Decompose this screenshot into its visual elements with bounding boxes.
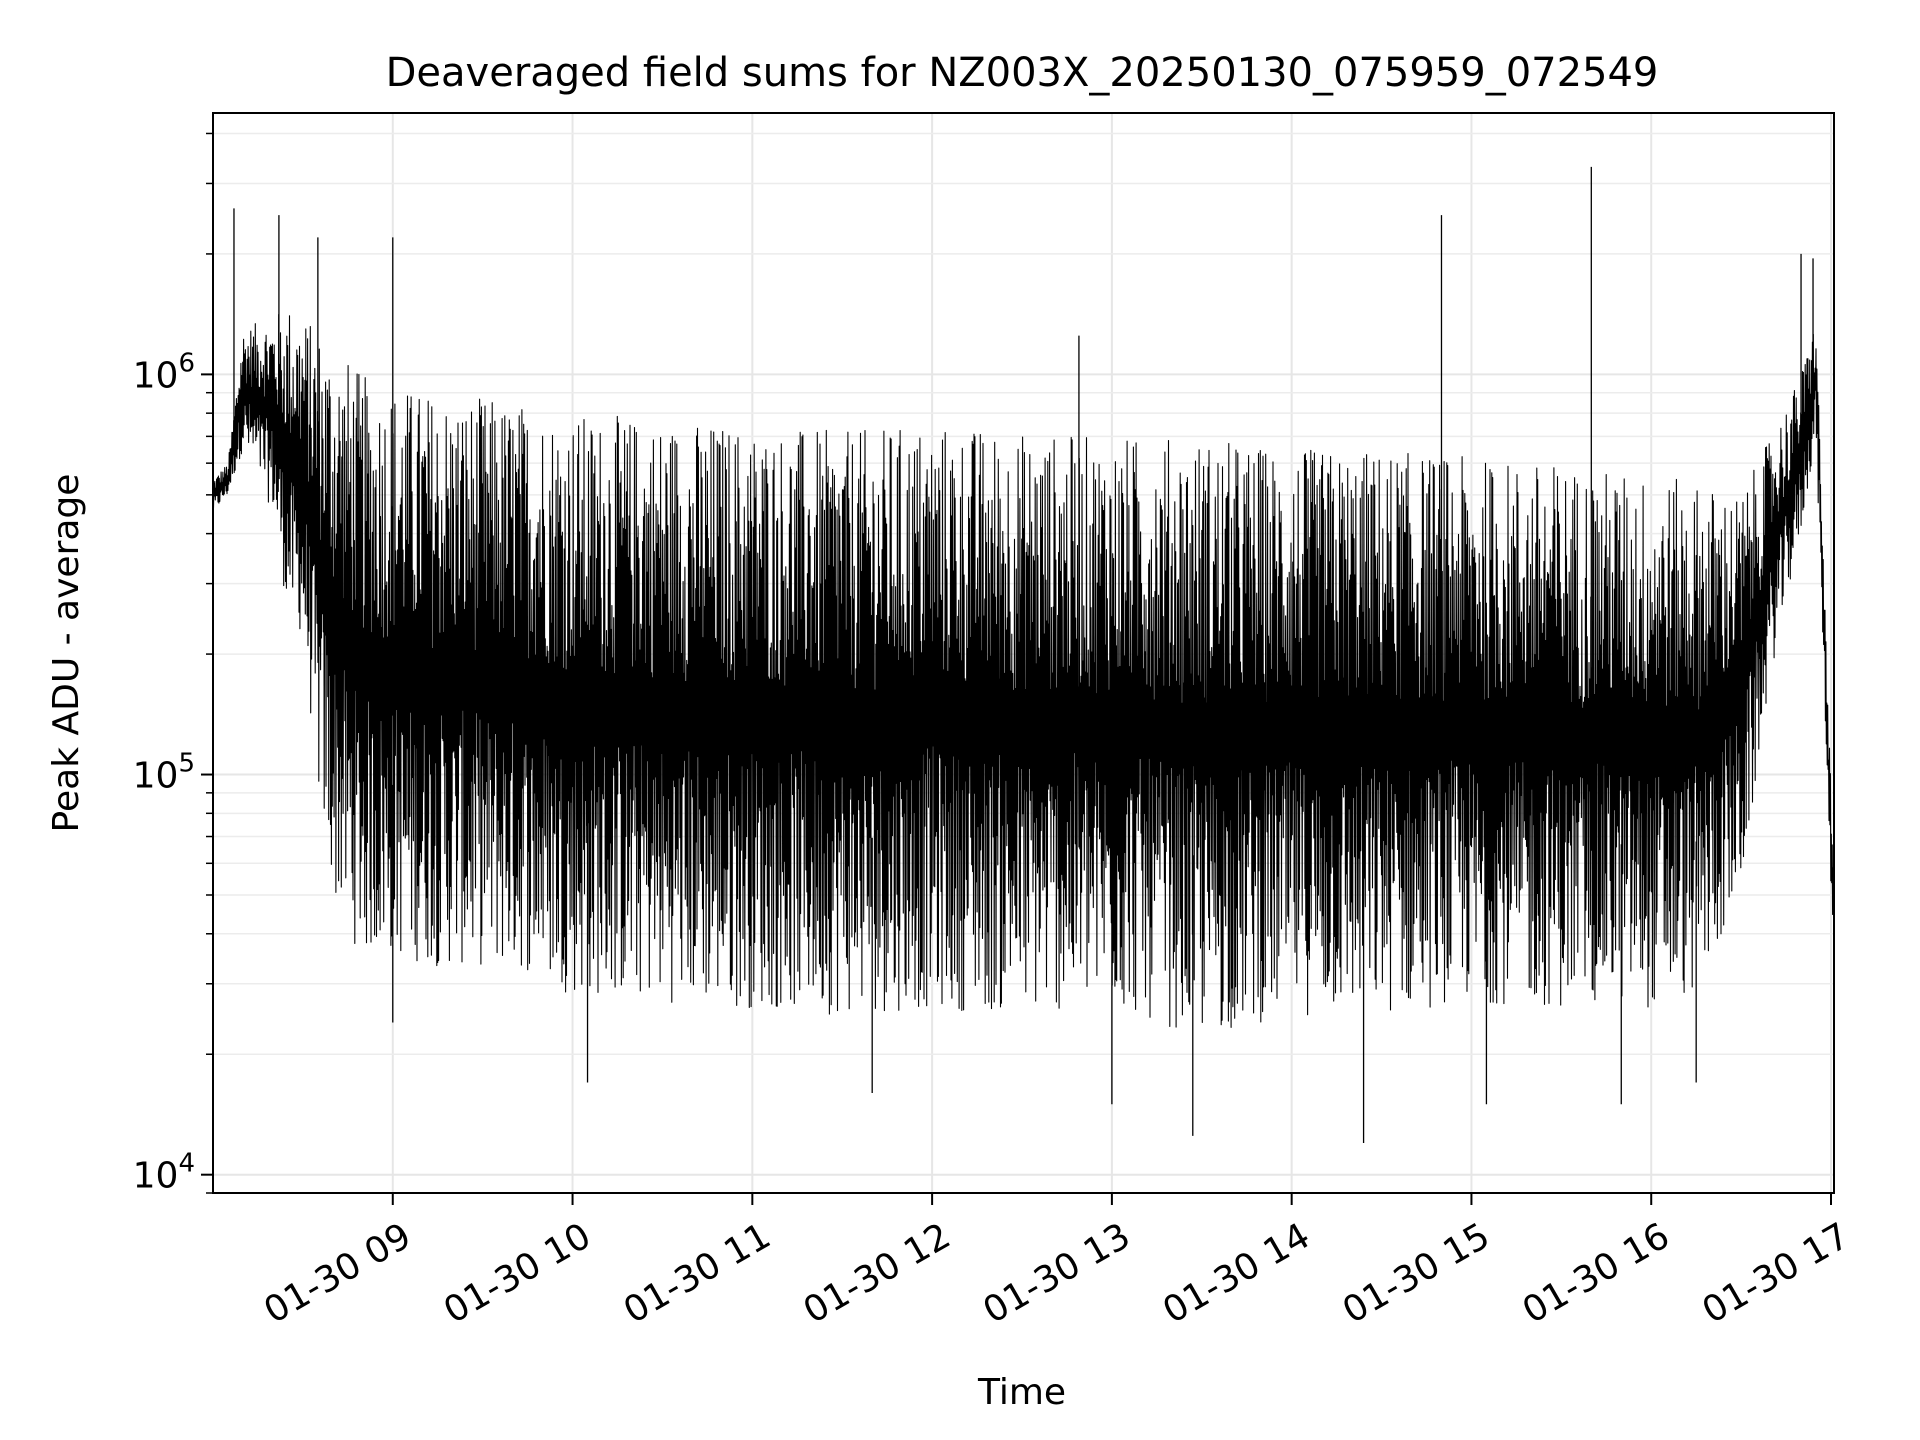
- data-series: [212, 166, 1835, 1144]
- y-tick-label: 104: [133, 1149, 195, 1197]
- y-tick-label: 105: [133, 749, 195, 797]
- y-tick-label: 106: [133, 348, 195, 396]
- y-axis-label: Peak ADU - average: [46, 474, 87, 833]
- plot-area-frame: [212, 112, 1835, 1194]
- y-axis: 104 105 106: [133, 132, 213, 1197]
- series-line: [212, 314, 1835, 1028]
- x-axis-label: Time: [977, 1372, 1066, 1413]
- chart-title: Deaveraged field sums for NZ003X_2025013…: [386, 50, 1659, 96]
